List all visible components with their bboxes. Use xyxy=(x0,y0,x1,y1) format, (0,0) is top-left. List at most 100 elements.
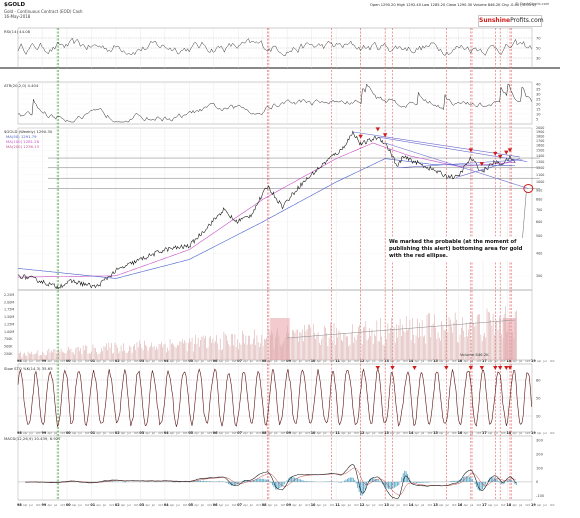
volume-bar xyxy=(424,335,425,360)
volume-bar xyxy=(308,325,309,360)
volume-bar xyxy=(416,335,417,360)
volume-bar xyxy=(66,353,67,360)
volume-bar xyxy=(515,312,516,360)
volume-bar xyxy=(252,344,253,360)
volume-bar xyxy=(275,337,276,360)
macd-histogram-bar xyxy=(413,482,414,483)
macd-histogram-bar xyxy=(197,481,198,482)
macd-histogram-bar xyxy=(357,482,358,488)
x-sub-label: Apr xyxy=(72,431,77,435)
volume-bar xyxy=(198,338,199,360)
x-sub-label: Jul xyxy=(175,431,179,435)
volume-bar xyxy=(73,353,74,360)
volume-bar xyxy=(306,331,307,360)
volume-bar xyxy=(378,341,379,360)
volume-bar xyxy=(28,352,29,360)
macd-tick-label: 200 xyxy=(536,452,544,456)
macd-histogram-bar xyxy=(350,477,351,481)
x-sub-label: Jul xyxy=(543,359,547,363)
macd-histogram-bar xyxy=(340,482,341,483)
macd-histogram-bar xyxy=(354,480,355,482)
volume-bar xyxy=(287,326,288,360)
price-tick-label: 1700 xyxy=(536,139,544,143)
volume-bar xyxy=(203,336,204,360)
x-sub-label: Oct xyxy=(330,503,335,507)
x-tick-label: 19 xyxy=(531,359,536,363)
volume-bar xyxy=(35,354,36,360)
volume-bar xyxy=(297,329,298,360)
volume-bar xyxy=(429,313,430,360)
macd-histogram-bar xyxy=(260,479,261,482)
x-sub-label: Apr xyxy=(366,431,371,435)
macd-histogram-bar xyxy=(457,481,458,482)
x-sub-label: Apr xyxy=(121,431,126,435)
volume-bar xyxy=(210,336,211,360)
macd-histogram-bar xyxy=(420,482,421,483)
macd-tick-label: 0 xyxy=(536,480,539,484)
volume-bar xyxy=(191,342,192,360)
macd-histogram-bar xyxy=(500,482,501,483)
macd-histogram-bar xyxy=(341,482,342,483)
volume-bar xyxy=(98,354,99,360)
volume-bar xyxy=(255,345,256,360)
volume-bar xyxy=(87,346,88,360)
volume-bar xyxy=(20,351,21,360)
volume-bar xyxy=(56,354,57,360)
price-tick-label: 1100 xyxy=(536,173,544,177)
volume-bar xyxy=(36,353,37,360)
volume-bar xyxy=(85,345,86,360)
volume-bar xyxy=(314,333,315,360)
x-tick-label: 10 xyxy=(311,503,316,507)
macd-histogram-bar xyxy=(366,482,367,486)
volume-bar xyxy=(131,347,132,360)
volume-bar xyxy=(18,353,19,360)
volume-bar xyxy=(399,325,400,360)
macd-histogram-bar xyxy=(498,481,499,482)
volume-bar xyxy=(140,344,141,360)
x-sub-label: Oct xyxy=(232,431,237,435)
rsi-tick-label: 50 xyxy=(536,46,541,50)
volume-bar xyxy=(390,328,391,360)
x-sub-label: Apr xyxy=(341,431,346,435)
x-sub-label: Apr xyxy=(96,431,101,435)
volume-bar xyxy=(29,353,30,360)
volume-bar xyxy=(440,341,441,360)
x-sub-label: Oct xyxy=(526,503,531,507)
volume-bar xyxy=(336,328,337,360)
x-sub-label: Jul xyxy=(347,431,351,435)
volume-bar xyxy=(342,341,343,360)
x-sub-label: Apr xyxy=(47,503,52,507)
x-sub-label: Jul xyxy=(102,503,106,507)
volume-bar xyxy=(379,342,380,360)
macd-histogram-bar xyxy=(203,481,204,482)
volume-bar xyxy=(500,316,501,360)
rsi-tick-label: 70 xyxy=(536,36,541,40)
volume-bar xyxy=(65,353,66,360)
volume-bar xyxy=(208,347,209,360)
volume-bar xyxy=(221,350,222,360)
macd-histogram-bar xyxy=(238,482,239,484)
x-sub-label: Apr xyxy=(96,503,101,507)
volume-bar xyxy=(421,336,422,360)
volume-bar xyxy=(139,340,140,360)
volume-bar xyxy=(254,329,255,360)
volume-bar xyxy=(44,354,45,360)
x-tick-label: 00 xyxy=(66,503,71,507)
volume-bar xyxy=(154,346,155,360)
volume-bar xyxy=(417,319,418,360)
volume-bar xyxy=(288,333,289,360)
volume-bar xyxy=(246,336,247,360)
volume-bar xyxy=(319,343,320,360)
x-sub-label: Oct xyxy=(526,431,531,435)
volume-bar xyxy=(194,344,195,360)
macd-line xyxy=(25,464,516,498)
volume-bar xyxy=(397,338,398,360)
x-tick-label: 14 xyxy=(409,503,414,507)
volume-bar xyxy=(449,317,450,360)
x-tick-label: 04 xyxy=(164,503,169,507)
volume-bar xyxy=(236,347,237,360)
price-line xyxy=(18,131,515,288)
volume-bar xyxy=(96,352,97,360)
volume-bar xyxy=(222,349,223,360)
